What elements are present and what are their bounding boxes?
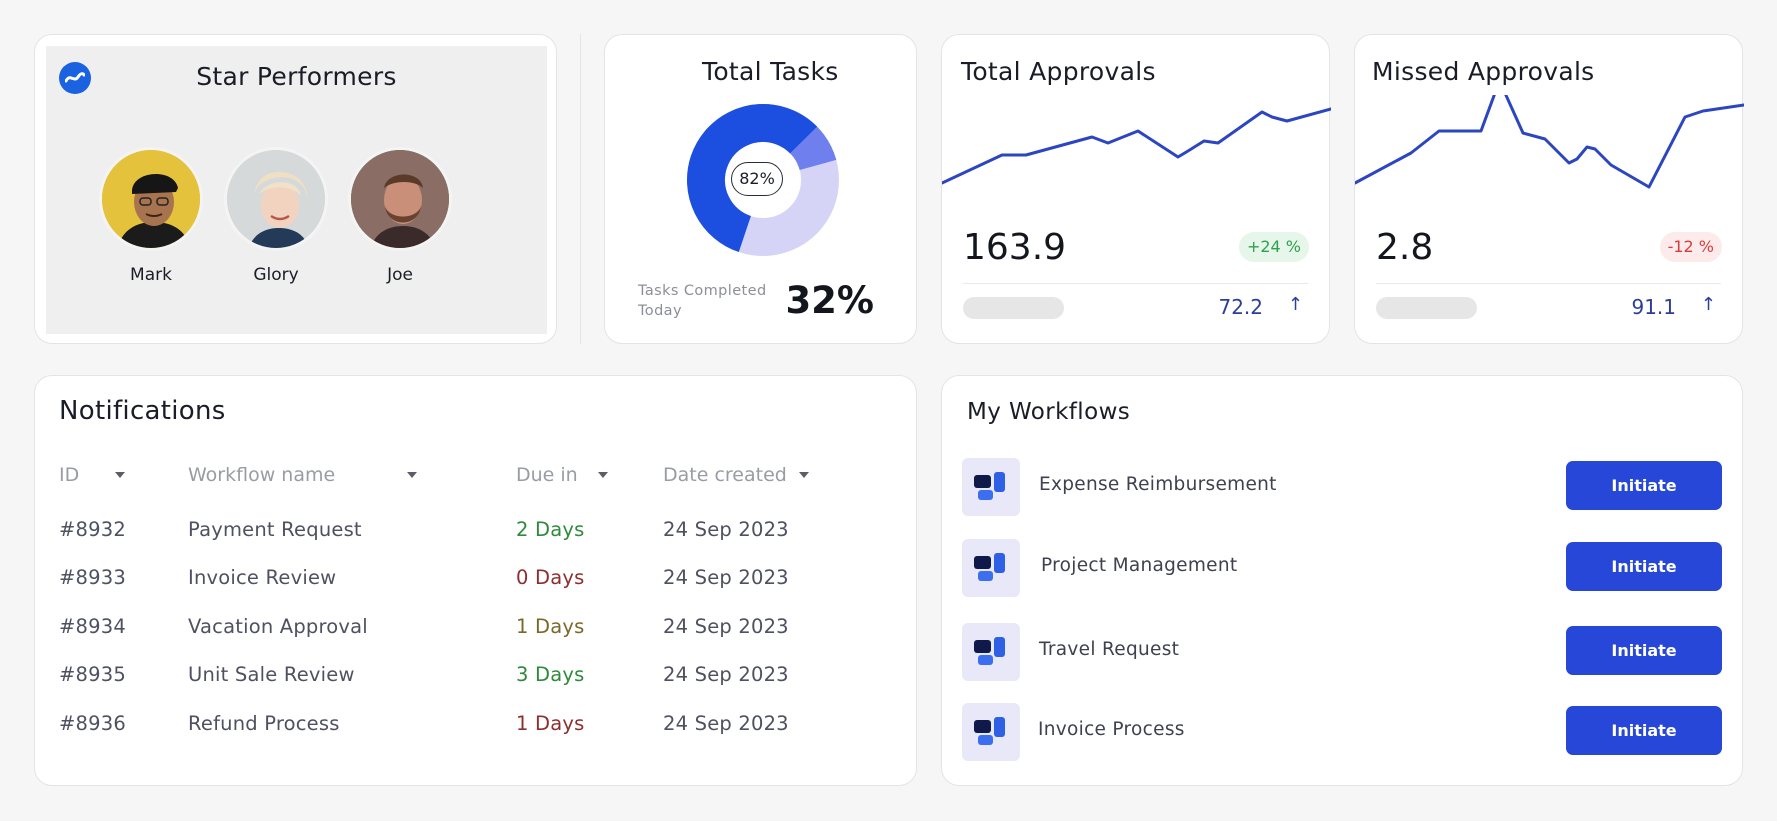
placeholder-pill	[1376, 297, 1477, 319]
workflow-item-invoice-process: Invoice Process Initiate	[962, 703, 1722, 761]
initiate-button[interactable]: Initiate	[1566, 542, 1722, 591]
tasks-completed-percent: 32%	[785, 279, 874, 322]
avatar	[348, 147, 452, 251]
row-due-in: 1 Days	[516, 712, 585, 735]
star-performers-panel: Star Performers Mark	[46, 46, 547, 334]
caret-down-icon	[597, 472, 608, 478]
column-header-label: Due in	[516, 464, 578, 486]
column-header-due-in[interactable]: Due in	[516, 464, 608, 486]
row-workflow-name: Payment Request	[188, 518, 362, 541]
caret-down-icon	[115, 472, 126, 478]
column-header-date-created[interactable]: Date created	[663, 464, 809, 486]
total-tasks-title: Total Tasks	[702, 57, 839, 86]
workflow-item-travel-request: Travel Request Initiate	[962, 623, 1722, 681]
brand-logo-icon	[59, 62, 91, 94]
arrow-up-icon: ↑	[1700, 294, 1716, 315]
total-approvals-sparkline	[942, 107, 1331, 185]
tasks-completed-caption: Tasks Completed Today	[638, 283, 767, 319]
row-date-created: 24 Sep 2023	[663, 566, 789, 589]
missed-approvals-value: 2.8	[1376, 227, 1434, 268]
column-header-label: ID	[59, 464, 80, 486]
workflow-icon	[962, 458, 1020, 516]
initiate-button[interactable]: Initiate	[1566, 461, 1722, 510]
missed-approvals-change-badge: -12 %	[1659, 232, 1722, 262]
placeholder-pill	[963, 297, 1064, 319]
workflow-name: Travel Request	[1039, 639, 1180, 660]
divider	[1376, 283, 1721, 284]
caret-down-icon	[407, 472, 418, 478]
missed-approvals-card: Missed Approvals 2.8 -12 % 91.1 ↑	[1354, 34, 1744, 344]
row-date-created: 24 Sep 2023	[663, 663, 789, 686]
row-workflow-name: Refund Process	[188, 712, 340, 735]
workflow-name: Invoice Process	[1038, 719, 1185, 740]
row-id: #8932	[59, 518, 126, 541]
star-performers-card: Star Performers Mark	[34, 34, 557, 344]
performer-name: Mark	[130, 265, 172, 285]
initiate-button[interactable]: Initiate	[1566, 706, 1722, 755]
divider	[963, 283, 1308, 284]
workflow-icon	[962, 623, 1020, 681]
row-workflow-name: Unit Sale Review	[188, 663, 355, 686]
row-due-in: 3 Days	[516, 663, 585, 686]
notifications-card: Notifications ID Workflow name Due in Da…	[34, 375, 917, 786]
total-approvals-sub-value: 72.2	[1218, 295, 1263, 319]
avatar	[99, 147, 203, 251]
workflow-icon	[962, 539, 1020, 597]
star-performers-title: Star Performers	[196, 62, 397, 91]
workflow-name: Project Management	[1041, 555, 1238, 576]
performer-joe[interactable]: Joe	[345, 147, 455, 285]
performer-glory[interactable]: Glory	[221, 147, 331, 285]
row-id: #8936	[59, 712, 126, 735]
donut-percent-label: 82%	[731, 162, 783, 196]
row-workflow-name: Vacation Approval	[188, 615, 368, 638]
row-date-created: 24 Sep 2023	[663, 615, 789, 638]
row-date-created: 24 Sep 2023	[663, 518, 789, 541]
missed-approvals-title: Missed Approvals	[1372, 57, 1595, 86]
performer-name: Glory	[253, 265, 299, 285]
initiate-button[interactable]: Initiate	[1566, 626, 1722, 675]
tasks-donut-chart: 82%	[685, 102, 841, 258]
notifications-title: Notifications	[59, 396, 226, 426]
row-due-in: 0 Days	[516, 566, 585, 589]
row-id: #8933	[59, 566, 126, 589]
missed-approvals-sub-value: 91.1	[1631, 295, 1676, 319]
caret-down-icon	[798, 472, 809, 478]
workflow-icon	[962, 703, 1020, 761]
arrow-up-icon: ↑	[1287, 294, 1303, 315]
performer-name: Joe	[387, 265, 413, 285]
row-workflow-name: Invoice Review	[188, 566, 337, 589]
my-workflows-title: My Workflows	[967, 399, 1131, 425]
row-id: #8934	[59, 615, 126, 638]
missed-approvals-sparkline	[1355, 95, 1744, 189]
performer-mark[interactable]: Mark	[96, 147, 206, 285]
total-tasks-card: Total Tasks 82% Tasks Completed Today 32…	[604, 34, 917, 344]
column-header-workflow-name[interactable]: Workflow name	[188, 464, 418, 486]
total-approvals-value: 163.9	[963, 227, 1067, 268]
total-approvals-title: Total Approvals	[961, 57, 1156, 86]
workflow-name: Expense Reimbursement	[1039, 474, 1277, 495]
row-date-created: 24 Sep 2023	[663, 712, 789, 735]
avatar	[224, 147, 328, 251]
workflow-item-project-management: Project Management Initiate	[962, 539, 1722, 597]
column-header-label: Date created	[663, 464, 787, 486]
row-id: #8935	[59, 663, 126, 686]
row-due-in: 2 Days	[516, 518, 585, 541]
my-workflows-card: My Workflows Expense Reimbursement Initi…	[941, 375, 1743, 786]
divider	[580, 34, 581, 344]
column-header-label: Workflow name	[188, 464, 336, 486]
total-approvals-change-badge: +24 %	[1238, 232, 1309, 262]
row-due-in: 1 Days	[516, 615, 585, 638]
total-approvals-card: Total Approvals 163.9 +24 % 72.2 ↑	[941, 34, 1331, 344]
column-header-id[interactable]: ID	[59, 464, 126, 486]
workflow-item-expense-reimbursement: Expense Reimbursement Initiate	[962, 458, 1722, 516]
